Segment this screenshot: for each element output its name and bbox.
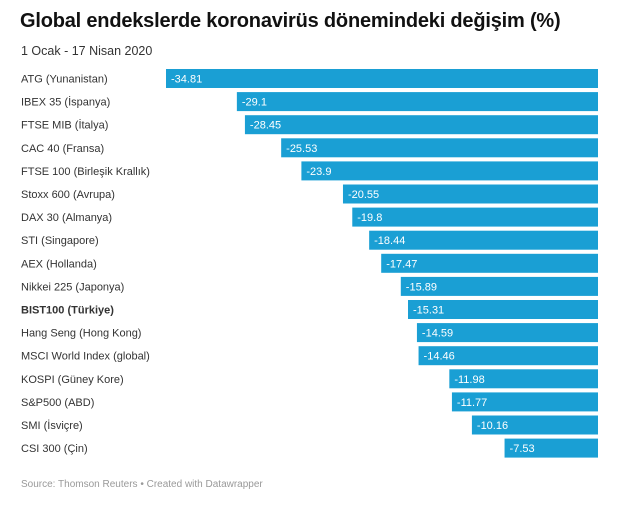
bar bbox=[352, 207, 598, 227]
category-label: Hang Seng (Hong Kong) bbox=[21, 328, 141, 340]
bar bbox=[301, 161, 598, 181]
bar bbox=[369, 230, 598, 250]
category-label: SMI (İsviçre) bbox=[21, 419, 83, 432]
value-label: -19.8 bbox=[357, 212, 382, 224]
value-label: -14.59 bbox=[422, 328, 453, 340]
chart-title: Global endekslerde koronavirüs döneminde… bbox=[20, 10, 561, 32]
value-label: -28.45 bbox=[250, 120, 281, 132]
bar bbox=[342, 184, 598, 204]
value-label: -34.81 bbox=[171, 74, 202, 86]
category-label: FTSE 100 (Birleşik Krallık) bbox=[21, 166, 150, 178]
bar bbox=[281, 138, 598, 158]
bar bbox=[381, 253, 598, 273]
category-label: Stoxx 600 (Avrupa) bbox=[21, 189, 115, 201]
category-label: STI (Singapore) bbox=[21, 235, 99, 247]
value-label: -29.1 bbox=[242, 97, 267, 109]
value-label: -11.77 bbox=[457, 397, 487, 409]
value-label: -11.98 bbox=[454, 374, 484, 386]
chart-source: Source: Thomson Reuters • Created with D… bbox=[21, 479, 263, 490]
category-label: Nikkei 225 (Japonya) bbox=[21, 281, 124, 293]
category-label: FTSE MIB (İtalya) bbox=[21, 119, 108, 132]
bar bbox=[416, 323, 598, 343]
bar bbox=[451, 392, 598, 412]
value-label: -15.89 bbox=[406, 281, 437, 293]
bar bbox=[244, 115, 598, 135]
bar bbox=[236, 92, 598, 112]
value-label: -25.53 bbox=[286, 143, 317, 155]
category-label: IBEX 35 (İspanya) bbox=[21, 96, 110, 109]
bar bbox=[418, 346, 598, 366]
value-label: -18.44 bbox=[374, 235, 405, 247]
bar bbox=[400, 276, 598, 296]
value-label: -10.16 bbox=[477, 420, 508, 432]
category-label: BIST100 (Türkiye) bbox=[21, 305, 114, 317]
category-label: S&P500 (ABD) bbox=[21, 397, 94, 409]
value-label: -14.46 bbox=[424, 351, 455, 363]
value-label: -17.47 bbox=[386, 258, 417, 270]
chart-subtitle: 1 Ocak - 17 Nisan 2020 bbox=[21, 44, 153, 58]
bar bbox=[166, 69, 598, 88]
category-label: KOSPI (Güney Kore) bbox=[21, 374, 124, 386]
category-label: DAX 30 (Almanya) bbox=[21, 212, 112, 224]
category-label: MSCI World Index (global) bbox=[21, 351, 150, 363]
category-label: CSI 300 (Çin) bbox=[21, 443, 88, 455]
bar bbox=[407, 300, 598, 319]
category-label: AEX (Hollanda) bbox=[21, 258, 97, 270]
value-label: -20.55 bbox=[348, 189, 379, 201]
value-label: -15.31 bbox=[413, 305, 444, 317]
bar bbox=[449, 369, 598, 389]
category-label: ATG (Yunanistan) bbox=[21, 74, 108, 86]
bar bbox=[471, 415, 598, 435]
value-label: -23.9 bbox=[306, 166, 331, 178]
category-label: CAC 40 (Fransa) bbox=[21, 143, 104, 155]
value-label: -7.53 bbox=[510, 443, 535, 455]
bar bbox=[504, 438, 598, 458]
bar-chart: ATG (Yunanistan) -34.81 IBEX 35 (İspanya) -… bbox=[21, 69, 598, 458]
